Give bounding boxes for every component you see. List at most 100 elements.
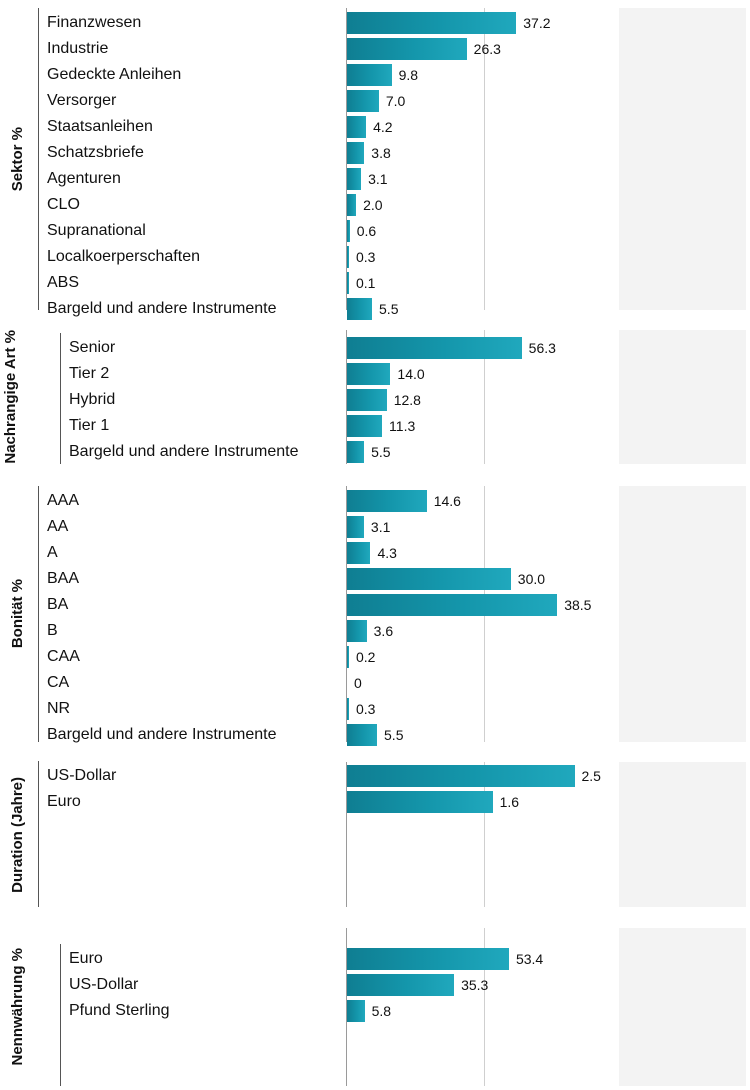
category-label: US-Dollar: [69, 976, 139, 993]
category-label: CA: [47, 674, 70, 691]
data-label: 2.5: [581, 768, 601, 784]
data-label: 38.5: [564, 597, 592, 613]
data-label: 9.8: [398, 67, 419, 83]
data-label: 0.3: [356, 249, 376, 265]
panel-title: Nennwährung %: [3, 928, 33, 1086]
chart-panel-4: Duration (Jahre) US-Dollar 2.5 Euro 1.6: [0, 761, 750, 907]
data-label: 0.6: [356, 223, 377, 239]
category-label: US-Dollar: [47, 767, 117, 784]
category-label: A: [47, 544, 58, 561]
bar: [347, 441, 365, 463]
category-label: Euro: [47, 793, 81, 810]
category-label: BAA: [47, 570, 80, 587]
category-label: Hybrid: [69, 391, 116, 408]
data-label: 37.2: [523, 15, 551, 31]
category-label: Senior: [69, 339, 116, 356]
bar: [347, 220, 350, 242]
chart-panel-1: Sektor % Finanzwesen 37.2 Industrie 26.3 Gede…: [0, 8, 750, 320]
label-rule: [60, 944, 61, 1086]
panel-title-text: Duration (Jahre): [9, 776, 26, 893]
category-label: Staatsanleihen: [47, 118, 153, 135]
bar: [347, 542, 371, 564]
category-label: AA: [47, 518, 69, 535]
panel-title: Sektor %: [3, 8, 33, 310]
data-label: 0.1: [356, 275, 376, 291]
data-label: 0: [354, 675, 362, 691]
bar: [347, 194, 357, 216]
data-label: 4.3: [377, 545, 397, 561]
chart-panel-5: Nennwährung % Euro 53.4 US-Dollar 35.3 Pfund …: [0, 928, 750, 1086]
data-label: 2.0: [363, 197, 383, 213]
chart-panel-3: Bonität % AAA 14.6 AA 3.1 A 4.3 BAA 30.0 BA 38.5 B 3…: [0, 486, 750, 746]
gridline: [484, 330, 485, 464]
zero-axis: [346, 928, 347, 1086]
label-rule: [38, 486, 39, 742]
category-label: AAA: [47, 492, 80, 509]
data-label: 26.3: [473, 41, 501, 57]
panel-title: Duration (Jahre): [3, 762, 33, 907]
zero-axis: [346, 486, 347, 742]
bar: [347, 363, 391, 385]
category-label: ABS: [47, 274, 80, 291]
bar: [347, 116, 367, 138]
bar: [347, 12, 517, 34]
bar: [347, 948, 509, 970]
category-label: Euro: [69, 950, 103, 967]
bar: [347, 168, 362, 190]
gridline: [484, 8, 485, 310]
data-label: 0.2: [356, 649, 376, 665]
data-label: 3.1: [368, 171, 388, 187]
category-label: Localkoerperschaften: [47, 248, 200, 265]
category-label: Tier 1: [69, 417, 110, 434]
bar: [347, 620, 367, 642]
gridline: [484, 762, 485, 907]
zero-axis: [346, 762, 347, 907]
bar: [347, 246, 349, 268]
data-label: 3.6: [373, 623, 394, 639]
category-label: Gedeckte Anleihen: [47, 66, 182, 83]
panel-title-text: Sektor %: [9, 126, 26, 192]
bar: [347, 142, 365, 164]
panel-title: Nachrangige Art %: [2, 330, 33, 464]
data-label: 56.3: [528, 340, 556, 356]
data-label: 14.6: [433, 493, 461, 509]
data-label: 4.2: [373, 119, 393, 135]
category-label: Bargeld und andere Instrumente: [47, 726, 277, 743]
bar: [347, 90, 379, 112]
bar: [347, 765, 575, 787]
bar: [347, 791, 493, 813]
panel-title-text: Nachrangige Art %: [2, 330, 19, 464]
category-label: B: [47, 622, 58, 639]
gridline: [484, 928, 485, 1086]
panel-title-text: Nennwährung %: [9, 948, 26, 1066]
zero-axis: [346, 330, 347, 464]
bar: [347, 298, 373, 320]
bar: [347, 724, 378, 746]
category-label: Tier 2: [69, 365, 110, 382]
bar: [347, 272, 349, 294]
bar: [347, 568, 511, 590]
data-label: 53.4: [515, 951, 544, 967]
data-label: 0.3: [356, 701, 376, 717]
bar: [347, 490, 427, 512]
data-label: 11.3: [389, 418, 416, 434]
chart-panel-2: Nachrangige Art % Senior 56.3 Tier 2 14.0 Hyb…: [0, 330, 750, 464]
data-label: 1.6: [499, 794, 520, 810]
data-label: 35.3: [461, 977, 489, 993]
category-label: Bargeld und andere Instrumente: [69, 443, 299, 460]
panel-title: Bonität %: [3, 486, 33, 742]
data-label: 7.0: [385, 93, 406, 109]
bar: [347, 415, 383, 437]
data-label: 3.1: [370, 519, 391, 535]
bar: [347, 64, 392, 86]
data-label: 14.0: [397, 366, 425, 382]
bar: [347, 698, 349, 720]
category-label: Finanzwesen: [47, 14, 142, 31]
category-label: NR: [47, 700, 71, 717]
zero-axis: [346, 8, 347, 310]
data-label: 5.5: [384, 727, 404, 743]
label-rule: [38, 761, 39, 907]
data-label: 5.5: [371, 444, 391, 460]
category-label: Agenturen: [47, 170, 121, 187]
category-label: Versorger: [47, 92, 117, 109]
